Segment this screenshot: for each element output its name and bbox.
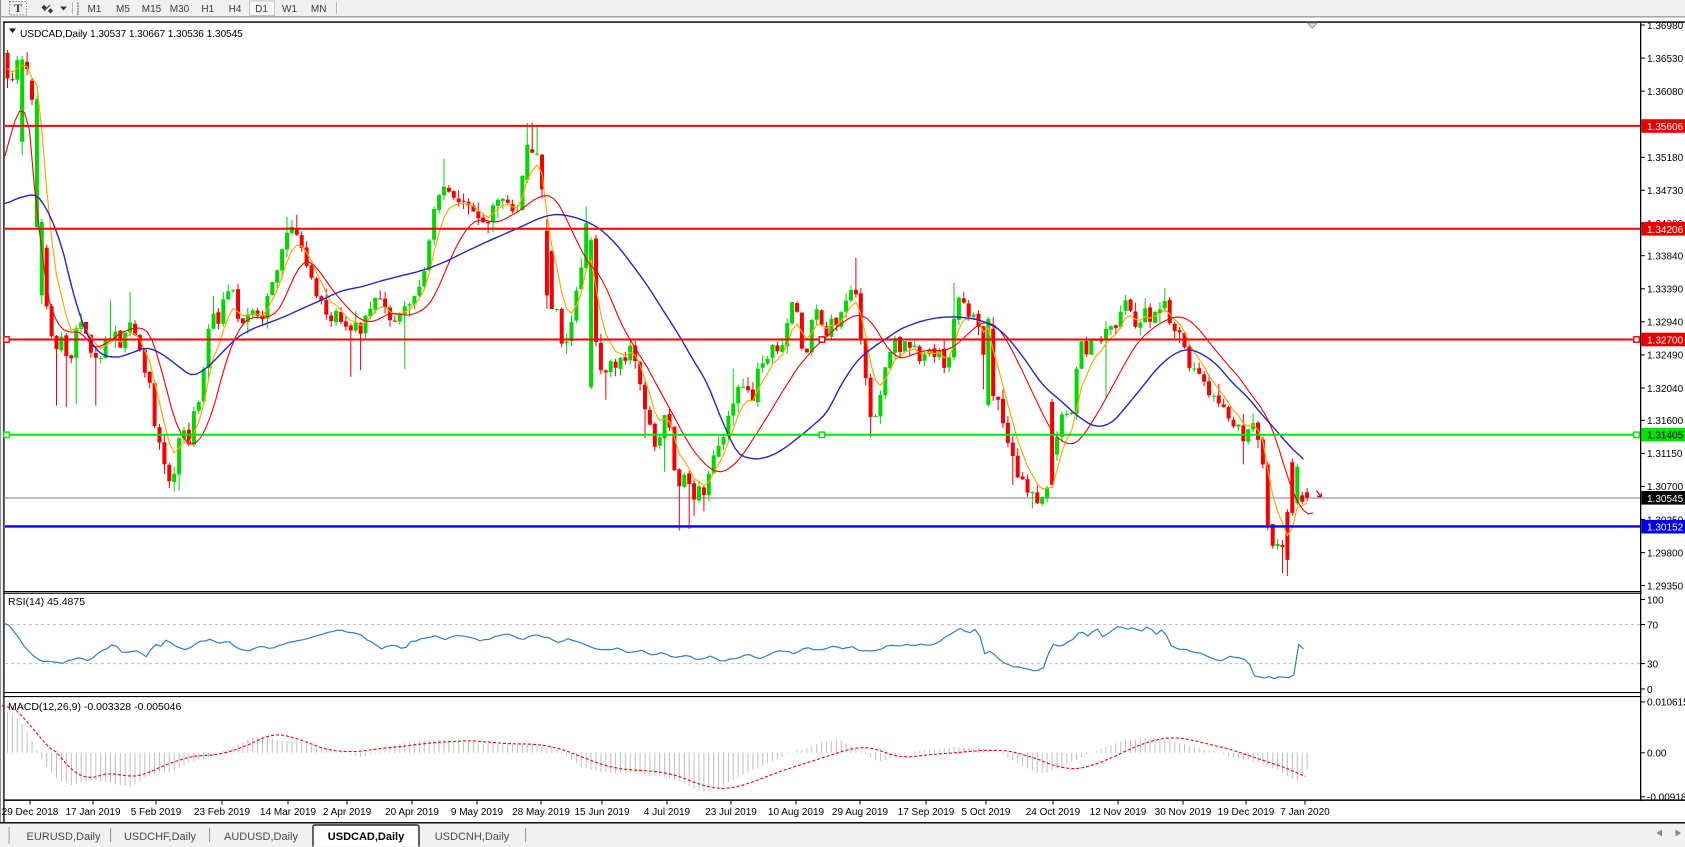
svg-text:15 Jun 2019: 15 Jun 2019 (574, 807, 629, 818)
svg-text:D1: D1 (255, 4, 268, 15)
svg-text:1.32700: 1.32700 (1647, 336, 1684, 347)
svg-text:USDCNH,Daily: USDCNH,Daily (435, 831, 510, 843)
svg-text:1.33840: 1.33840 (1647, 252, 1684, 263)
svg-text:0.00: 0.00 (1647, 749, 1667, 760)
svg-text:AUDUSD,Daily: AUDUSD,Daily (224, 831, 298, 843)
svg-text:19 Dec 2019: 19 Dec 2019 (1218, 807, 1275, 818)
svg-text:28 May 2019: 28 May 2019 (512, 807, 570, 818)
svg-text:10 Aug 2019: 10 Aug 2019 (768, 807, 825, 818)
svg-text:1.34730: 1.34730 (1647, 186, 1684, 197)
svg-text:H4: H4 (229, 4, 242, 15)
svg-text:1.31150: 1.31150 (1647, 449, 1683, 460)
svg-text:1.36080: 1.36080 (1647, 87, 1684, 98)
svg-text:0.010615: 0.010615 (1647, 698, 1685, 709)
svg-text:MN: MN (311, 4, 327, 15)
svg-text:24 Oct 2019: 24 Oct 2019 (1026, 807, 1081, 818)
svg-text:2 Apr 2019: 2 Apr 2019 (323, 807, 372, 818)
svg-text:5 Oct 2019: 5 Oct 2019 (962, 807, 1011, 818)
svg-text:12 Nov 2019: 12 Nov 2019 (1090, 807, 1147, 818)
svg-text:17 Sep 2019: 17 Sep 2019 (898, 807, 955, 818)
svg-text:1.35180: 1.35180 (1647, 153, 1684, 164)
svg-text:1.30545: 1.30545 (1647, 494, 1684, 505)
svg-text:1.34206: 1.34206 (1647, 225, 1684, 236)
svg-text:1.33390: 1.33390 (1647, 285, 1684, 296)
svg-text:1.29350: 1.29350 (1647, 581, 1684, 592)
svg-text:1.29800: 1.29800 (1647, 548, 1684, 559)
svg-text:5 Feb 2019: 5 Feb 2019 (131, 807, 182, 818)
svg-text:-0.009181: -0.009181 (1647, 793, 1685, 804)
svg-text:4 Jul 2019: 4 Jul 2019 (644, 807, 691, 818)
svg-text:USDCAD,Daily 1.30537 1.30667: USDCAD,Daily 1.30537 1.30667 1.30536 1.3… (20, 29, 243, 40)
svg-text:1.31600: 1.31600 (1647, 416, 1684, 427)
svg-text:23 Jul 2019: 23 Jul 2019 (705, 807, 757, 818)
svg-text:H1: H1 (201, 4, 214, 15)
svg-text:17 Jan 2019: 17 Jan 2019 (65, 807, 120, 818)
svg-text:30 Nov 2019: 30 Nov 2019 (1155, 807, 1212, 818)
svg-text:1.31405: 1.31405 (1647, 431, 1684, 442)
svg-text:1.32490: 1.32490 (1647, 351, 1684, 362)
svg-text:14 Mar 2019: 14 Mar 2019 (260, 807, 317, 818)
svg-text:M15: M15 (142, 4, 162, 15)
svg-text:T: T (14, 1, 22, 15)
svg-text:7 Jan 2020: 7 Jan 2020 (1280, 807, 1330, 818)
svg-text:23 Feb 2019: 23 Feb 2019 (194, 807, 251, 818)
svg-text:70: 70 (1647, 620, 1659, 631)
svg-text:M30: M30 (170, 4, 190, 15)
svg-text:0: 0 (1647, 685, 1653, 696)
svg-text:RSI(14) 45.4875: RSI(14) 45.4875 (8, 596, 85, 608)
svg-text:9 May 2019: 9 May 2019 (451, 807, 504, 818)
svg-text:1.36530: 1.36530 (1647, 54, 1684, 65)
svg-text:29 Aug 2019: 29 Aug 2019 (832, 807, 889, 818)
svg-text:MACD(12,26,9) -0.003328 -0.005: MACD(12,26,9) -0.003328 -0.005046 (8, 701, 182, 713)
svg-text:M5: M5 (116, 4, 130, 15)
svg-text:M1: M1 (88, 4, 102, 15)
svg-text:1.35606: 1.35606 (1647, 122, 1684, 133)
svg-text:USDCHF,Daily: USDCHF,Daily (124, 831, 197, 843)
svg-text:1.32040: 1.32040 (1647, 384, 1684, 395)
svg-text:USDCAD,Daily: USDCAD,Daily (328, 831, 405, 843)
svg-text:1.36980: 1.36980 (1647, 21, 1684, 32)
svg-text:EURUSD,Daily: EURUSD,Daily (27, 831, 101, 843)
svg-text:1.30700: 1.30700 (1647, 482, 1684, 493)
svg-text:100: 100 (1647, 595, 1664, 606)
svg-text:29 Dec 2018: 29 Dec 2018 (2, 807, 59, 818)
svg-text:1.30152: 1.30152 (1647, 523, 1684, 534)
svg-text:30: 30 (1647, 659, 1659, 670)
svg-text:20 Apr 2019: 20 Apr 2019 (385, 807, 439, 818)
svg-text:1.32940: 1.32940 (1647, 318, 1684, 329)
svg-text:W1: W1 (282, 4, 297, 15)
